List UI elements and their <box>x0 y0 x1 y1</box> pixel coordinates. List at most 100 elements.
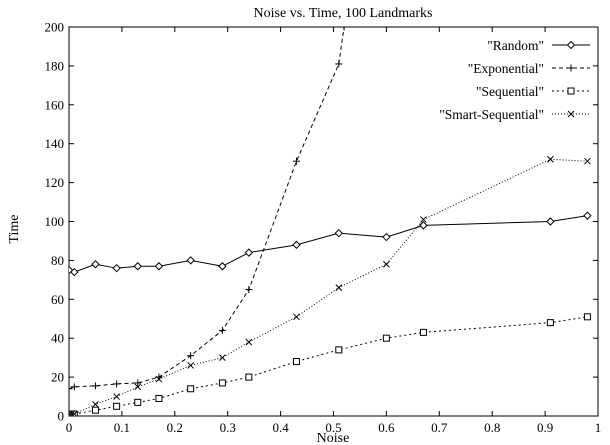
data-point <box>186 256 195 265</box>
data-point <box>154 262 164 271</box>
series-1 <box>69 27 348 393</box>
legend-label: "Random" <box>487 38 544 53</box>
data-point <box>155 394 163 402</box>
y-tick-label: 60 <box>51 292 64 307</box>
legend-marker <box>567 64 575 72</box>
data-point <box>218 262 227 271</box>
legend-label: "Exponential" <box>468 61 544 76</box>
series-layer <box>69 27 592 416</box>
legend: "Random" "Exponential" "Sequential" "Smart-… <box>439 38 590 122</box>
x-tick-label: 0.8 <box>484 420 500 435</box>
data-point <box>292 157 300 165</box>
data-point <box>91 382 99 390</box>
data-point <box>583 211 592 220</box>
legend-item: "Exponential" <box>468 61 590 76</box>
series-2 <box>69 313 591 416</box>
data-point <box>69 385 73 393</box>
data-point <box>245 338 253 346</box>
y-tick-label: 20 <box>51 370 64 385</box>
data-point <box>70 383 78 391</box>
data-point <box>112 263 121 273</box>
data-point <box>546 217 555 226</box>
legend-label: "Sequential" <box>476 84 544 99</box>
y-axis-label: Time <box>7 214 22 243</box>
data-point <box>219 354 226 362</box>
data-point <box>155 375 163 383</box>
x-tick-label: 0.2 <box>167 420 183 435</box>
data-point <box>134 398 142 406</box>
legend-marker <box>566 40 576 50</box>
data-point <box>546 319 554 327</box>
data-point <box>292 240 301 250</box>
series-line <box>69 215 588 273</box>
y-axis-ticks: 0 20 40 60 80 100 120 140 160 180 200 <box>45 20 598 424</box>
data-point <box>113 402 121 410</box>
x-tick-label: 0.6 <box>378 420 395 435</box>
data-point <box>584 157 591 165</box>
x-tick-label: 0.1 <box>114 420 130 435</box>
data-point <box>244 248 254 257</box>
chart-title: Noise vs. Time, 100 Landmarks <box>254 6 433 21</box>
data-point <box>583 313 591 321</box>
y-tick-label: 180 <box>45 58 65 73</box>
x-tick-label: 0.9 <box>537 420 553 435</box>
data-point <box>187 385 195 393</box>
series-0 <box>69 211 592 277</box>
data-point <box>218 326 226 334</box>
series-line <box>69 158 588 415</box>
data-point <box>91 260 100 269</box>
y-tick-label: 160 <box>45 97 65 112</box>
legend-marker <box>567 87 575 95</box>
data-point <box>292 358 300 366</box>
data-point <box>419 221 428 230</box>
x-axis-label: Noise <box>317 431 350 445</box>
data-point <box>420 216 427 223</box>
series-line <box>69 27 345 390</box>
data-point <box>335 346 343 354</box>
x-tick-label: 0.3 <box>220 420 236 435</box>
legend-label: "Smart-Sequential" <box>439 107 544 122</box>
data-point <box>133 262 142 271</box>
data-point <box>69 410 73 416</box>
data-point <box>419 328 427 336</box>
y-tick-label: 200 <box>45 20 65 35</box>
data-point <box>547 155 554 163</box>
data-point <box>113 380 121 388</box>
data-point <box>335 284 343 291</box>
data-point <box>334 228 343 238</box>
series-line <box>69 316 588 415</box>
y-tick-label: 120 <box>45 175 65 190</box>
data-point <box>245 286 253 294</box>
y-tick-label: 40 <box>51 331 64 346</box>
legend-marker <box>567 110 575 118</box>
data-point <box>70 410 78 416</box>
data-point <box>382 232 391 242</box>
x-tick-label: 0 <box>66 420 73 435</box>
data-point <box>69 410 75 416</box>
data-point <box>382 334 390 342</box>
y-tick-label: 0 <box>58 409 65 424</box>
data-point <box>293 313 300 321</box>
legend-item: "Smart-Sequential" <box>439 107 590 122</box>
data-point <box>335 60 343 68</box>
data-point <box>187 362 195 369</box>
x-tick-label: 0.5 <box>325 420 341 435</box>
x-axis-ticks: 0 0.1 0.2 0.3 0.4 0.5 0.6 0.7 0.8 0.9 1 <box>66 27 602 435</box>
data-point <box>383 260 390 268</box>
y-tick-label: 80 <box>51 253 64 268</box>
series-3 <box>69 155 591 416</box>
data-point <box>69 265 74 275</box>
data-point <box>245 373 253 381</box>
x-tick-label: 1 <box>595 420 602 435</box>
legend-item: "Random" <box>487 38 590 53</box>
legend-item: "Sequential" <box>476 84 590 99</box>
data-point <box>187 352 195 360</box>
data-point <box>113 393 120 400</box>
data-point <box>218 379 226 387</box>
data-point <box>340 27 348 31</box>
y-tick-label: 100 <box>45 214 65 229</box>
data-point <box>92 400 99 408</box>
data-point <box>91 406 99 414</box>
x-tick-label: 0.7 <box>431 420 448 435</box>
